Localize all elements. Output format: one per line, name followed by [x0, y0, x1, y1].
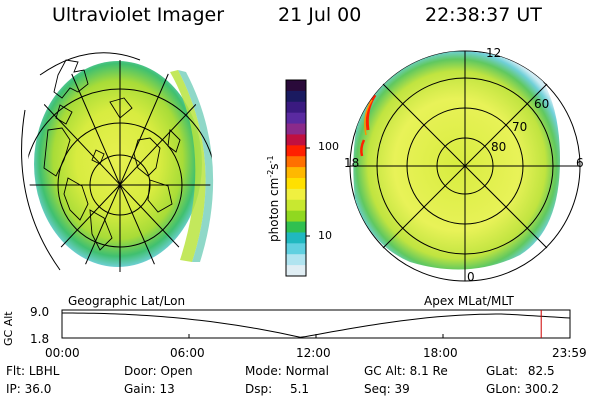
- right-map-caption: Apex MLat/MLT: [424, 294, 514, 308]
- timeline-xtick-1800: 18:00: [423, 346, 458, 360]
- colorbar-swatch: [286, 134, 306, 146]
- outer-lat-arc-left: [21, 109, 61, 271]
- info-gain: Gain: 13: [124, 382, 175, 396]
- timeline-ytick-1.8: 1.8: [30, 332, 50, 346]
- gc-altitude-timeline: [61, 309, 571, 339]
- date-label: 21 Jul 00: [278, 4, 362, 26]
- intensity-colorbar: [285, 79, 310, 277]
- coastlines: [43, 59, 181, 251]
- mlat-label-60: 60: [534, 97, 550, 111]
- limb-edge: [178, 70, 214, 262]
- mlat-label-80: 80: [491, 140, 507, 154]
- colorbar-swatch: [286, 90, 306, 103]
- auroral-arc-orange: [364, 99, 373, 136]
- colorbar-frame: [285, 79, 307, 277]
- info-ip: IP: 36.0: [6, 382, 52, 396]
- info-dsp: Dsp: 5.1: [245, 382, 310, 396]
- outer-lat-arc: [39, 52, 141, 76]
- colorbar-swatch: [286, 123, 306, 135]
- colorbar-swatch: [286, 145, 306, 157]
- info-glat: GLat: 82.5: [486, 364, 555, 378]
- info-seq: Seq: 39: [364, 382, 410, 396]
- colorbar-swatch: [286, 265, 306, 277]
- colorbar-tick-10: 10: [318, 229, 332, 242]
- unit-mid: s: [267, 163, 281, 170]
- limb-glow: [170, 70, 206, 262]
- auroral-arc-red-2: [360, 139, 366, 157]
- colorbar-swatch: [286, 210, 306, 223]
- timeline-xtick-1200: 12:00: [296, 346, 331, 360]
- timeline-xtick-0600: 06:00: [170, 346, 205, 360]
- mlt-label-6: 6: [576, 156, 584, 170]
- instrument-title: Ultraviolet Imager: [52, 4, 225, 26]
- colorbar-swatch: [286, 156, 306, 168]
- info-door: Door: Open: [124, 364, 193, 378]
- geographic-map: [21, 52, 214, 272]
- colorbar-unit-label: photon cm-2s-1: [266, 155, 281, 242]
- colorbar-swatch: [286, 243, 306, 255]
- colorbar-swatch: [286, 254, 306, 266]
- colorbar-swatch: [286, 101, 306, 114]
- timeline-xtick-2359: 23:59: [552, 346, 587, 360]
- auroral-arc-red: [365, 94, 377, 131]
- unit-sup2: -1: [266, 155, 275, 164]
- timeline-xtick-0000: 00:00: [45, 346, 80, 360]
- colorbar-swatch: [286, 178, 306, 190]
- colorbar-swatch: [286, 167, 306, 179]
- time-label: 22:38:37 UT: [425, 4, 542, 26]
- colorbar-swatch: [286, 188, 306, 201]
- colorbar-swatch: [286, 232, 306, 244]
- mlat-label-70: 70: [512, 120, 528, 134]
- colorbar-swatch: [286, 112, 306, 125]
- mlt-label-12: 12: [486, 46, 502, 60]
- left-auroral-glow: [34, 61, 202, 267]
- left-map-caption: Geographic Lat/Lon: [68, 294, 186, 308]
- colorbar-swatch: [286, 80, 306, 92]
- unit-sup1: -2: [266, 169, 275, 178]
- timeline-ytick-9: 9.0: [30, 305, 50, 319]
- info-gcalt: GC Alt: 8.1 Re: [364, 364, 448, 378]
- orbit-altitude-curve: [62, 312, 571, 338]
- mlt-label-18: 18: [344, 156, 360, 170]
- right-auroral-glow: [353, 51, 560, 270]
- unit-main: photon cm: [267, 177, 281, 242]
- mlt-label-0: 0: [467, 270, 475, 284]
- info-flt: Flt: LBHL: [6, 364, 60, 378]
- colorbar-tick-100: 100: [318, 140, 339, 153]
- colorbar-swatch: [286, 199, 306, 212]
- timeline-ylabel: GC Alt: [2, 311, 15, 346]
- info-glon: GLon: 300.2: [486, 382, 559, 396]
- magnetic-polar-map: [349, 50, 581, 282]
- colorbar-swatch: [286, 221, 306, 233]
- info-mode: Mode: Normal: [245, 364, 329, 378]
- mlat-grid: [350, 51, 580, 281]
